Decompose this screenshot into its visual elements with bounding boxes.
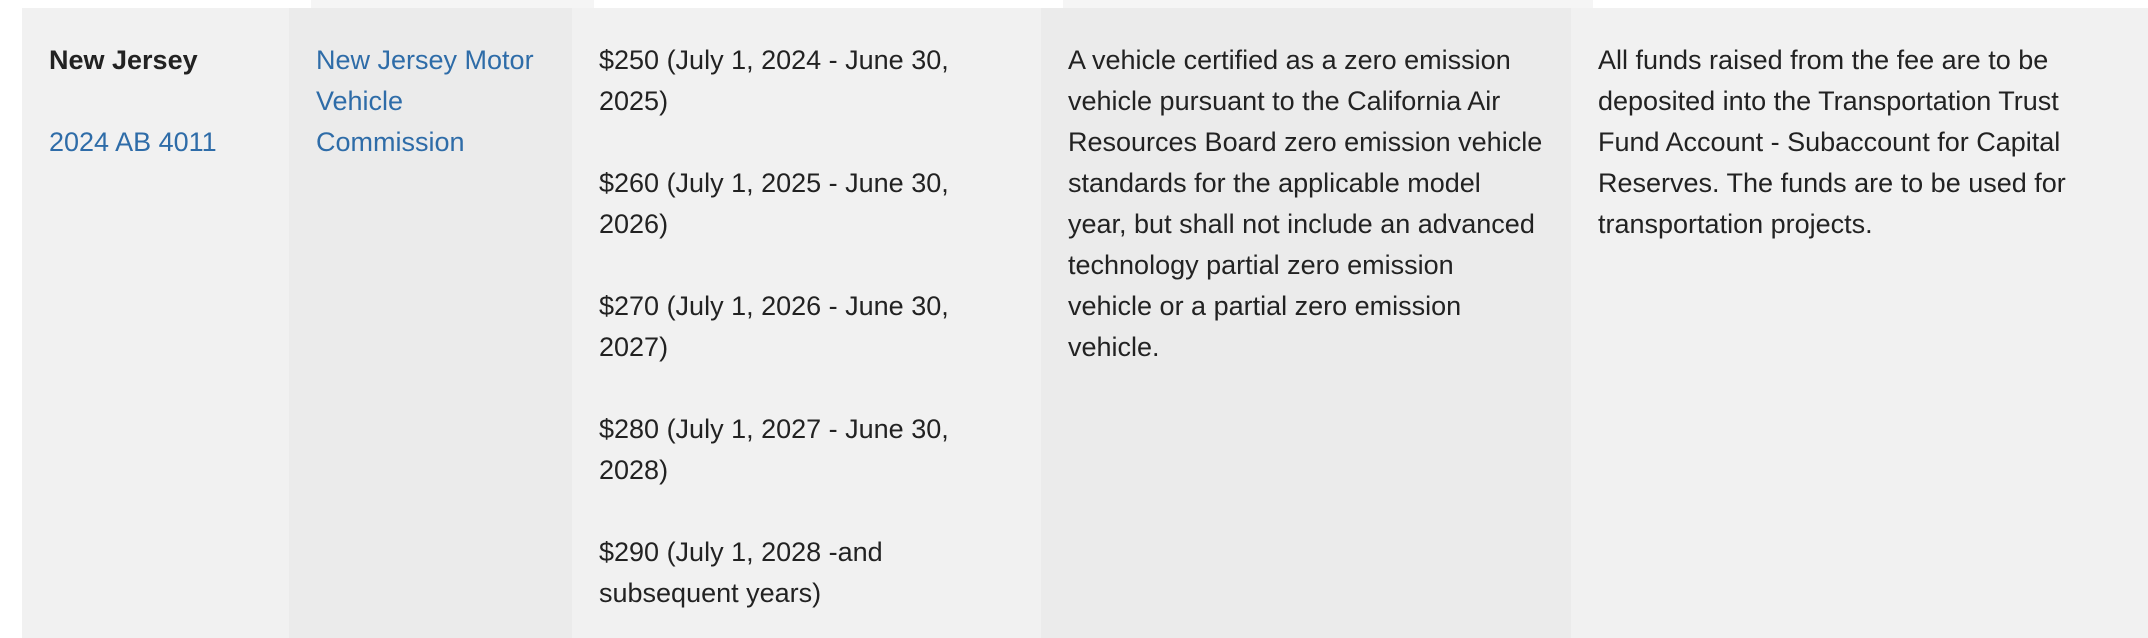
fee-item: $290 (July 1, 2028 -and subsequent years… [599,537,883,608]
fee-item: $250 (July 1, 2024 - June 30, 2025) [599,45,949,116]
fee-table-row: New Jersey 2024 AB 4011 New Jersey Motor… [22,8,2148,638]
bill-link[interactable]: 2024 AB 4011 [49,127,217,157]
agency-link[interactable]: New Jersey Motor Vehicle Commission [316,45,534,157]
agency-cell: New Jersey Motor Vehicle Commission [289,8,572,638]
state-cell: New Jersey 2024 AB 4011 [22,8,289,638]
column-shade [311,0,594,8]
vehicle-definition-cell: A vehicle certified as a zero emission v… [1041,8,1571,638]
column-shade [1063,0,1593,8]
fee-item: $270 (July 1, 2026 - June 30, 2027) [599,291,949,362]
fee-cell: $250 (July 1, 2024 - June 30, 2025) $260… [572,8,1041,638]
use-of-funds: All funds raised from the fee are to be … [1598,45,2066,239]
vehicle-definition: A vehicle certified as a zero emission v… [1068,45,1543,362]
fee-item: $280 (July 1, 2027 - June 30, 2028) [599,414,949,485]
fee-item: $260 (July 1, 2025 - June 30, 2026) [599,168,949,239]
state-name: New Jersey [49,45,198,75]
use-of-funds-cell: All funds raised from the fee are to be … [1571,8,2148,638]
